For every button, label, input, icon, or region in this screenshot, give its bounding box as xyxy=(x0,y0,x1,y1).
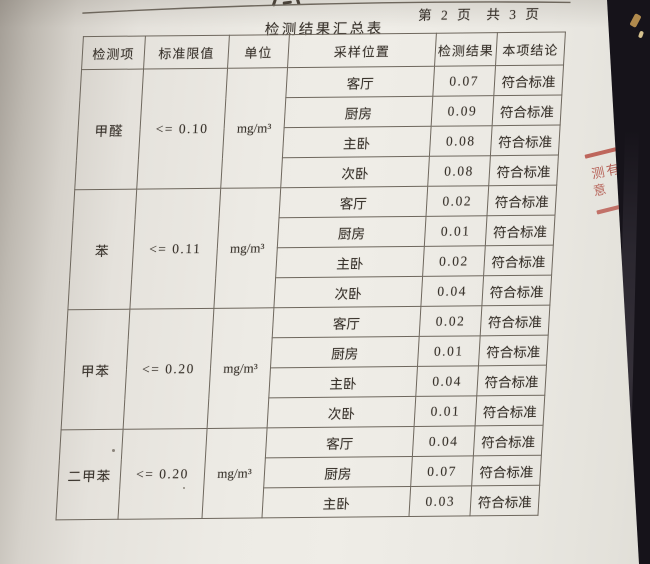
result-cell: 0.02 xyxy=(422,245,486,277)
location-cell: 厨房 xyxy=(270,336,420,368)
conclusion-cell: 符合标准 xyxy=(485,215,556,246)
conclusion-cell: 符合标准 xyxy=(483,245,554,276)
background-highlight xyxy=(629,13,642,28)
page-content: 第 2 页 共 3 页 检测结果汇总表 检测项 标准限值 单位 采样位置 检测结果 本项结… xyxy=(53,0,571,560)
limit-cell: <= 0.20 xyxy=(117,428,208,520)
column-header-2: 标准限值 xyxy=(143,35,230,70)
conclusion-cell: 符合标准 xyxy=(488,155,559,186)
location-cell: 客厅 xyxy=(279,186,428,218)
limit-cell: <= 0.10 xyxy=(136,68,228,190)
item-cell: 甲醛 xyxy=(74,69,144,190)
location-cell: 厨房 xyxy=(277,216,427,248)
paper-speck xyxy=(183,487,185,489)
table-row: 苯 <= 0.11 mg/m³ 客厅 0.02 符合标准 xyxy=(67,185,557,310)
column-header-6: 本项结论 xyxy=(495,31,566,66)
result-cell: 0.04 xyxy=(415,365,479,397)
limit-cell: <= 0.20 xyxy=(123,308,214,430)
result-cell: 0.02 xyxy=(419,305,482,337)
conclusion-cell: 符合标准 xyxy=(487,185,557,216)
conclusion-cell: 符合标准 xyxy=(480,305,550,336)
table-body: 甲醛 <= 0.10 mg/m³ 客厅 0.07 符合标准 厨房 0.09 符合标准 主卧 0.08… xyxy=(55,65,564,520)
unit-cell: mg/m³ xyxy=(201,427,268,519)
conclusion-cell: 符合标准 xyxy=(493,65,564,96)
table-row: 二甲苯 <= 0.20 mg/m³ 客厅 0.04 符合标准 xyxy=(55,425,544,520)
result-cell: 0.01 xyxy=(417,335,481,367)
result-table: 检测项 标准限值 单位 采样位置 检测结果 本项结论 甲醛 <= 0.10 mg/m³ 客厅 0.… xyxy=(55,31,566,520)
paper-speck xyxy=(498,318,500,320)
result-cell: 0.08 xyxy=(429,125,493,157)
result-cell: 0.01 xyxy=(424,215,488,247)
location-cell: 次卧 xyxy=(273,276,423,308)
conclusion-cell: 符合标准 xyxy=(481,275,552,306)
location-cell: 主卧 xyxy=(275,246,425,278)
unit-cell: mg/m³ xyxy=(213,187,281,309)
table-row: 甲苯 <= 0.20 mg/m³ 客厅 0.02 符合标准 xyxy=(61,305,550,430)
result-cell: 0.07 xyxy=(432,65,496,97)
location-cell: 客厅 xyxy=(285,66,435,98)
result-cell: 0.09 xyxy=(431,95,494,127)
result-cell: 0.04 xyxy=(412,425,476,457)
conclusion-cell: 符合标准 xyxy=(473,425,544,456)
conclusion-cell: 符合标准 xyxy=(469,485,540,516)
header-rule xyxy=(82,1,571,14)
location-cell: 厨房 xyxy=(263,456,413,488)
background-highlight xyxy=(637,30,645,39)
conclusion-cell: 符合标准 xyxy=(475,395,545,426)
conclusion-cell: 符合标准 xyxy=(490,125,561,156)
limit-cell: <= 0.11 xyxy=(129,188,221,310)
conclusion-cell: 符合标准 xyxy=(476,365,547,396)
conclusion-cell: 符合标准 xyxy=(492,95,562,126)
location-cell: 主卧 xyxy=(261,486,411,518)
result-cell: 0.01 xyxy=(414,395,477,427)
column-header-5: 检测结果 xyxy=(434,32,498,67)
unit-cell: mg/m³ xyxy=(207,307,274,429)
item-cell: 二甲苯 xyxy=(55,429,124,520)
column-header-3: 单位 xyxy=(227,34,290,69)
table-row: 甲醛 <= 0.10 mg/m³ 客厅 0.07 符合标准 xyxy=(74,65,564,190)
stamp-text-line2: 意 xyxy=(591,181,608,199)
paper-speck xyxy=(112,449,115,452)
location-cell: 客厅 xyxy=(272,306,421,338)
location-cell: 厨房 xyxy=(284,96,433,128)
result-cell: 0.02 xyxy=(426,185,489,217)
location-cell: 次卧 xyxy=(280,156,430,188)
location-cell: 客厅 xyxy=(265,426,415,458)
stamp-text-line1: 测有 xyxy=(590,160,623,182)
conclusion-cell: 符合标准 xyxy=(471,455,542,486)
conclusion-cell: 符合标准 xyxy=(478,335,549,366)
result-cell: 0.07 xyxy=(410,455,474,487)
result-cell: 0.03 xyxy=(408,485,472,517)
item-cell: 甲苯 xyxy=(61,309,130,430)
column-header-4: 采样位置 xyxy=(287,33,437,68)
location-cell: 次卧 xyxy=(267,396,416,428)
result-cell: 0.04 xyxy=(420,275,484,307)
unit-cell: mg/m³ xyxy=(220,67,288,189)
column-header-1: 检测项 xyxy=(81,36,146,70)
result-cell: 0.08 xyxy=(427,155,491,187)
item-cell: 苯 xyxy=(67,189,137,310)
header-row: 检测项 标准限值 单位 采样位置 检测结果 本项结论 xyxy=(81,31,566,70)
location-cell: 主卧 xyxy=(282,126,432,158)
location-cell: 主卧 xyxy=(268,366,418,398)
